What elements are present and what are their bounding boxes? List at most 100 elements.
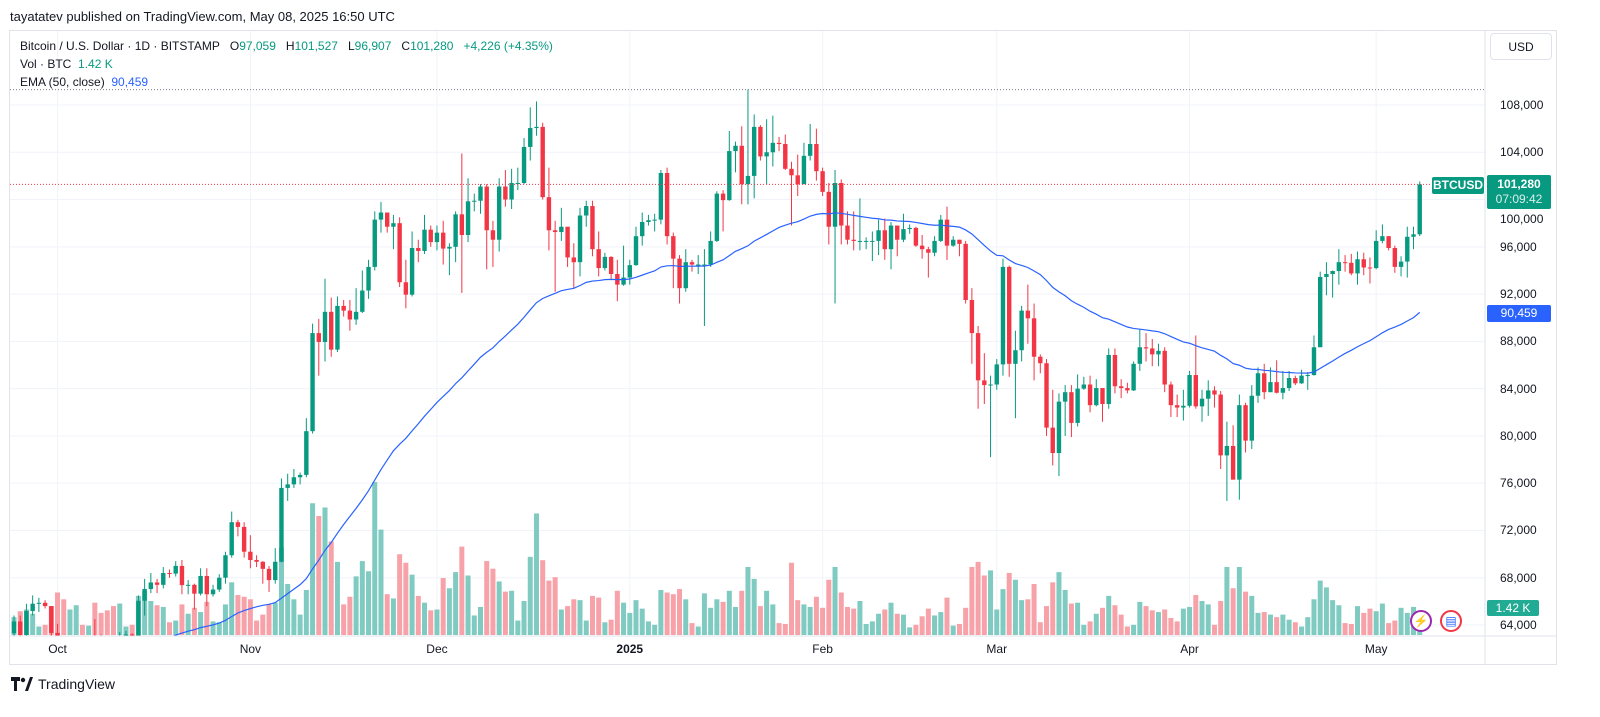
volume-bar [701,593,707,635]
candle [1031,303,1037,381]
candle [1237,394,1242,500]
volume-bar [826,579,832,635]
volume-bar [888,602,894,635]
candle [416,239,421,263]
us-flag-event-icon[interactable]: ▤ [1440,610,1462,632]
volume-bar [944,597,950,635]
candle-body [416,248,421,251]
candle [453,211,458,263]
candle-body [1199,398,1205,407]
candle-body [235,522,241,527]
candle-body [733,145,738,152]
volume-bar [645,621,651,635]
candle-body [1094,388,1099,406]
candle [100,634,102,636]
candle [1112,348,1118,394]
candle [1025,284,1031,344]
volume-bar [789,562,794,635]
volume-label[interactable]: Vol · BTC [20,57,72,71]
volume-bar [950,625,956,635]
volume-bar [1323,587,1329,635]
volume-bar [963,607,969,635]
candle-body [540,126,545,198]
price-tick-label: 80,000 [1500,428,1537,443]
volume-bar [1068,603,1074,635]
candle [951,236,956,247]
candle [167,569,172,578]
volume-bar [359,561,365,635]
volume-bar [384,594,390,635]
candle-body [789,168,794,176]
candle [119,632,121,636]
candle [1125,382,1130,394]
candle-body [845,225,850,240]
lightning-event-icon[interactable]: ⚡ [1410,610,1432,632]
volume-bar [664,592,670,635]
volume-bar [521,601,527,635]
volume-bar [229,582,235,635]
candle-body [478,186,483,201]
candle-body [509,183,514,200]
candle-body [951,239,956,246]
candle-body [385,212,390,227]
currency-button[interactable]: USD [1490,33,1552,60]
candle-body [876,230,881,241]
candle-body [870,240,875,242]
candle-body [1305,375,1310,377]
candle [727,131,732,201]
candle-body [1100,388,1105,404]
legend-symbol[interactable]: Bitcoin / U.S. Dollar · 1D · BITSTAMP [20,39,220,53]
volume-bar [210,621,216,635]
candle-body [1224,445,1230,456]
candle [1392,245,1398,273]
price-tick-label: 84,000 [1500,381,1537,396]
ema-label[interactable]: EMA (50, close) [20,75,105,89]
candle-body [1131,363,1136,391]
candle-body [1243,405,1248,441]
candle-body [826,191,832,227]
volume-bar [1404,612,1410,635]
volume-bar [1093,613,1099,635]
candle-body [814,144,819,172]
candle [764,119,769,185]
candle [1106,348,1111,409]
volume-bar [1112,605,1118,635]
volume-bar [1336,605,1342,635]
candle-body [1361,259,1366,268]
volume-bar [745,567,751,635]
candle [1311,335,1317,376]
candle [745,89,751,205]
candle-body [179,565,185,586]
candle-body [1324,274,1329,277]
candle-body [565,226,570,258]
candle-body [1274,382,1279,393]
candle-body [68,663,72,664]
candle-body [926,249,931,253]
volume-bar [36,626,42,635]
candle-body [192,584,197,594]
candle-body [1405,236,1410,262]
candle-body [198,575,203,594]
volume-bar [683,599,689,635]
volume-bar [1305,617,1311,635]
candle-body [901,229,906,240]
symbol-badge: BTCUSD [1432,177,1484,194]
candle-body [677,258,682,289]
candle-body [969,300,975,334]
volume-bar [191,607,197,635]
candle [546,167,552,251]
candle [297,472,303,485]
candle [285,473,290,501]
candle [42,600,48,609]
volume-bar [79,624,85,635]
volume-bar [807,606,813,635]
tradingview-logo[interactable]: TradingView [11,676,115,692]
candle [347,300,353,331]
candle-body [745,175,751,185]
candle-body [154,582,160,585]
volume-bar [1180,608,1186,635]
volume-bar [1025,599,1031,635]
candle-body [863,240,869,242]
candle [1187,370,1192,408]
